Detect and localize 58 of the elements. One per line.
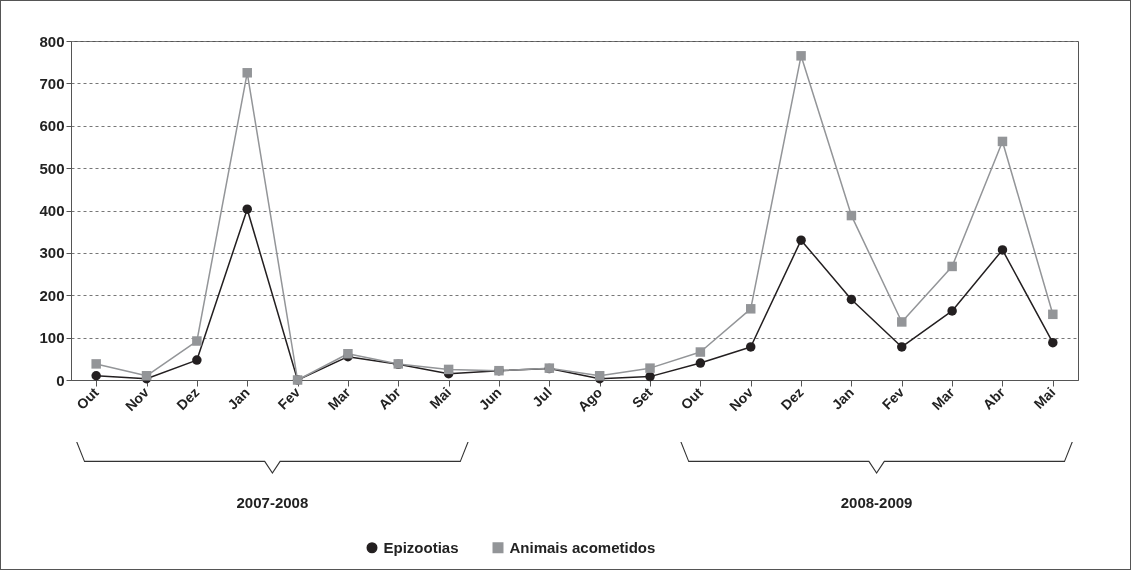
- point: [192, 336, 202, 346]
- y-tick-label: 300: [39, 244, 65, 262]
- point: [192, 355, 202, 365]
- x-tick-label: Fev: [274, 383, 304, 413]
- point: [997, 136, 1008, 147]
- x-tick-label: Jan: [828, 384, 857, 413]
- point: [645, 363, 655, 373]
- point: [1048, 309, 1058, 320]
- y-tick-label: 200: [39, 286, 65, 304]
- y-tick-label: 800: [39, 32, 65, 50]
- point: [897, 342, 907, 352]
- x-tick-label: Fev: [878, 383, 908, 413]
- x-tick-label: Out: [73, 383, 102, 413]
- y-tick-label: 500: [39, 159, 65, 177]
- x-tick-label: Mai: [1030, 384, 1059, 412]
- text: 2007-2008: [236, 494, 309, 511]
- y-tick-label: 100: [39, 329, 65, 347]
- y-tick-label: 600: [39, 117, 65, 135]
- point: [997, 245, 1008, 255]
- legend-label: Animais acometidos: [509, 538, 656, 556]
- x-tick-label: Dez: [777, 384, 807, 414]
- point: [695, 347, 706, 357]
- point: [947, 306, 957, 316]
- point: [242, 68, 252, 78]
- x-tick-label: Nov: [121, 383, 153, 415]
- point: [242, 204, 252, 214]
- point: [846, 294, 857, 305]
- x-tick-label: Nov: [726, 383, 757, 415]
- x-tick-label: Set: [628, 383, 656, 411]
- x-tick-label: Ago: [574, 384, 606, 415]
- x-tick-label: Mai: [426, 384, 455, 412]
- point: [796, 235, 806, 245]
- point: [947, 261, 957, 272]
- y-tick-label: 0: [56, 371, 65, 389]
- x-tick-label: Out: [677, 383, 707, 413]
- y-tick-label: 400: [39, 202, 65, 219]
- point: [695, 358, 706, 368]
- point: [443, 364, 454, 375]
- text: 2008-2009: [840, 494, 913, 511]
- point: [91, 359, 101, 369]
- legend-label: Epizootias: [383, 538, 459, 556]
- x-tick-label: Abr: [979, 383, 1009, 413]
- x-tick-label: Jan: [224, 384, 253, 413]
- x-tick-label: Jul: [529, 384, 555, 410]
- y-tick-label: 700: [39, 74, 65, 92]
- point: [91, 371, 101, 381]
- point: [745, 304, 756, 314]
- x-tick-label: Jun: [475, 384, 505, 414]
- point: [846, 210, 857, 221]
- point: [745, 342, 756, 352]
- x-tick-label: Dez: [173, 384, 203, 414]
- x-tick-label: Mar: [928, 383, 958, 414]
- point: [897, 317, 907, 327]
- x-tick-label: Abr: [375, 383, 405, 413]
- x-tick-label: Mar: [324, 383, 354, 414]
- point: [1048, 337, 1058, 348]
- point: [796, 51, 806, 61]
- point: [645, 371, 655, 382]
